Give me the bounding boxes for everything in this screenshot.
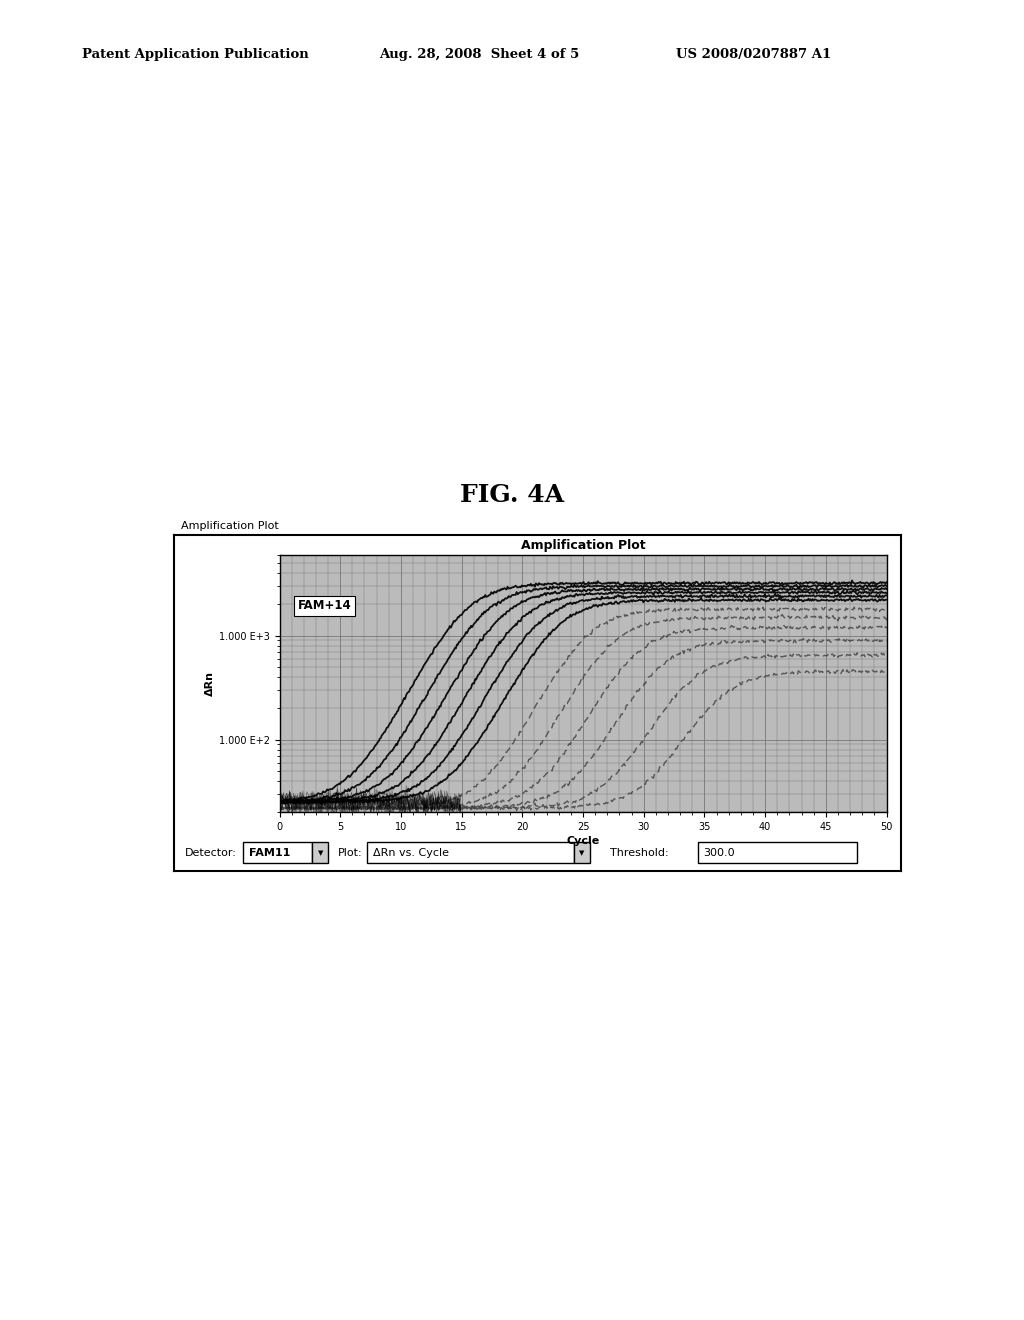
FancyBboxPatch shape (367, 842, 573, 863)
X-axis label: Cycle: Cycle (566, 836, 600, 846)
Text: Plot:: Plot: (338, 847, 362, 858)
Text: Detector:: Detector: (185, 847, 237, 858)
FancyBboxPatch shape (573, 842, 590, 863)
FancyBboxPatch shape (243, 842, 312, 863)
Text: 300.0: 300.0 (703, 847, 735, 858)
Text: FIG. 4A: FIG. 4A (460, 483, 564, 507)
FancyBboxPatch shape (697, 842, 857, 863)
Text: Amplification Plot: Amplification Plot (181, 520, 280, 531)
Title: Amplification Plot: Amplification Plot (521, 540, 645, 552)
Text: ▼: ▼ (580, 850, 585, 855)
Text: Aug. 28, 2008  Sheet 4 of 5: Aug. 28, 2008 Sheet 4 of 5 (379, 48, 580, 61)
Text: US 2008/0207887 A1: US 2008/0207887 A1 (676, 48, 831, 61)
Y-axis label: ΔRn: ΔRn (205, 671, 215, 696)
FancyBboxPatch shape (312, 842, 329, 863)
Text: FAM11: FAM11 (249, 847, 291, 858)
Text: Patent Application Publication: Patent Application Publication (82, 48, 308, 61)
Text: Threshold:: Threshold: (610, 847, 669, 858)
Text: FAM+14: FAM+14 (298, 599, 351, 612)
Text: ΔRn vs. Cycle: ΔRn vs. Cycle (373, 847, 449, 858)
Text: ▼: ▼ (317, 850, 323, 855)
